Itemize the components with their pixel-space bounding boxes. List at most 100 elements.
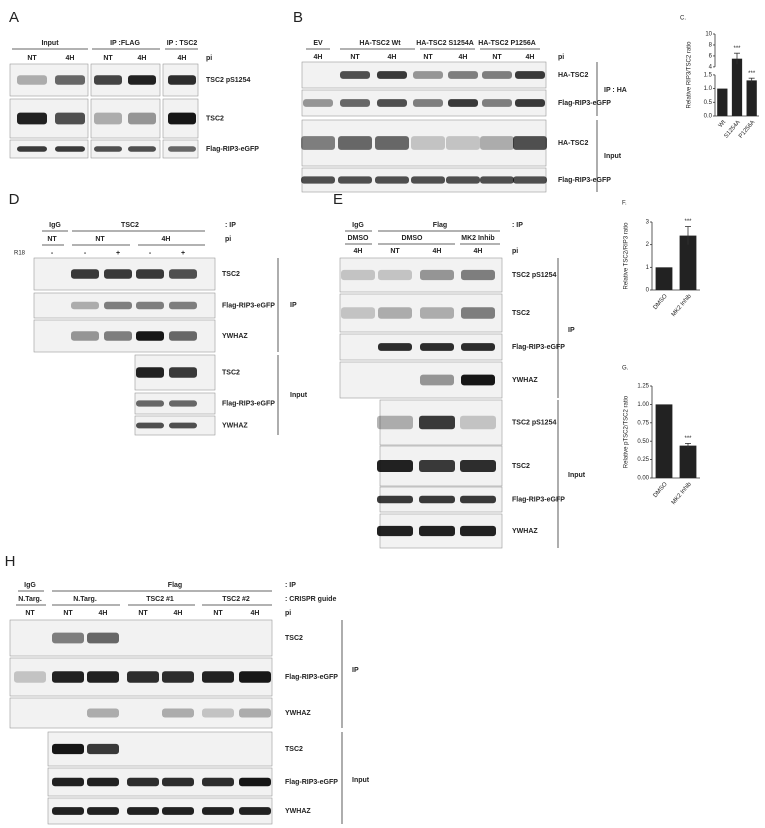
band — [340, 99, 370, 107]
band — [480, 176, 514, 184]
band — [162, 777, 194, 787]
band — [301, 176, 335, 184]
blot-label: HA-TSC2 — [558, 72, 588, 79]
lane-label: NT — [25, 610, 35, 617]
x-tick-label: MK2 Inhib — [671, 481, 693, 506]
band — [202, 807, 234, 815]
band — [71, 269, 99, 279]
band — [136, 301, 164, 310]
axis-label: pi — [225, 236, 231, 243]
band — [239, 777, 271, 787]
band — [377, 460, 413, 472]
section-label: IP — [290, 302, 297, 309]
band — [341, 269, 375, 281]
band — [448, 71, 478, 79]
blot-label: Flag-RIP3-eGFP — [285, 779, 338, 786]
y-tick-label: 1.0 — [704, 86, 713, 92]
sub-group-label: DMSO — [402, 235, 424, 242]
blot-label: TSC2 — [222, 271, 240, 278]
band — [162, 671, 194, 683]
band — [169, 367, 197, 378]
band — [420, 343, 454, 351]
band — [377, 525, 413, 537]
band — [341, 307, 375, 319]
lane-label: 4H — [174, 610, 183, 617]
band — [515, 71, 545, 79]
band — [461, 269, 495, 281]
blot-label: TSC2 — [285, 746, 303, 753]
band — [169, 301, 197, 310]
band — [419, 495, 455, 504]
axis-label: : IP — [225, 222, 236, 229]
lane-label: 4H — [526, 54, 535, 61]
x-tick-label: MK2 Inhib — [671, 293, 693, 318]
blot-label: Flag-RIP3-eGFP — [558, 177, 611, 184]
lane-label: 4H — [388, 54, 397, 61]
group-label: IgG — [49, 222, 61, 229]
axis-label: pi — [558, 54, 564, 61]
group-label: HA-TSC2 P1256A — [478, 40, 536, 47]
band — [239, 671, 271, 683]
treatment: - — [149, 250, 152, 257]
band — [239, 807, 271, 815]
band — [168, 112, 196, 125]
y-tick-label: 0 — [646, 288, 650, 294]
band — [202, 777, 234, 787]
band — [202, 671, 234, 683]
axis-title: Relative pTSC2/TSC2 ratio — [624, 395, 630, 468]
group-label: HA-TSC2 Wt — [359, 40, 401, 47]
band — [87, 807, 119, 815]
lane-label: 4H — [251, 610, 260, 617]
band — [420, 307, 454, 319]
section-label: Input — [604, 153, 622, 160]
band — [17, 146, 47, 152]
band — [52, 632, 84, 644]
y-tick-label: 8 — [709, 43, 713, 49]
lane-label: 4H — [433, 248, 442, 255]
blot — [47, 731, 273, 767]
band — [513, 136, 547, 150]
band — [104, 269, 132, 279]
blot-label: YWHAZ — [222, 422, 248, 429]
panel-letter: A — [9, 9, 19, 26]
group-label: TSC2 — [121, 222, 139, 229]
blot-label: TSC2 — [222, 369, 240, 376]
group-label: IgG — [24, 582, 36, 589]
lane-label: 4H — [474, 248, 483, 255]
panel-letter: H — [5, 553, 16, 570]
treatment: - — [84, 250, 87, 257]
band — [136, 331, 164, 341]
axis-label: pi — [206, 55, 212, 62]
band — [71, 301, 99, 310]
panel-letter: G. — [622, 366, 629, 372]
band — [482, 99, 512, 107]
band — [461, 374, 495, 386]
bar — [746, 80, 757, 116]
band — [202, 708, 234, 718]
blot-label: Flag-RIP3-eGFP — [558, 100, 611, 107]
lane-label: NT — [213, 610, 223, 617]
band — [87, 708, 119, 718]
group-label: IP :FLAG — [110, 40, 140, 47]
lane-label: 4H — [459, 54, 468, 61]
band — [420, 374, 454, 386]
group-label: IP : TSC2 — [167, 40, 198, 47]
band — [420, 269, 454, 281]
band — [340, 71, 370, 79]
section-label: Input — [290, 392, 308, 399]
lane-label: 4H — [178, 55, 187, 62]
section-label: Input — [568, 472, 586, 479]
x-tick-label: Wt — [718, 119, 728, 129]
blot-label: TSC2 — [512, 310, 530, 317]
group-label: Input — [41, 40, 59, 47]
lane-label: NT — [350, 54, 360, 61]
treatment: + — [181, 250, 185, 257]
band — [378, 269, 412, 281]
y-tick-label: 10 — [705, 32, 712, 38]
band — [461, 343, 495, 351]
y-tick-label: 3 — [646, 220, 650, 226]
sub-group-label: 4H — [162, 236, 171, 243]
y-tick-label: 1.00 — [637, 402, 649, 408]
lane-label: 4H — [99, 610, 108, 617]
